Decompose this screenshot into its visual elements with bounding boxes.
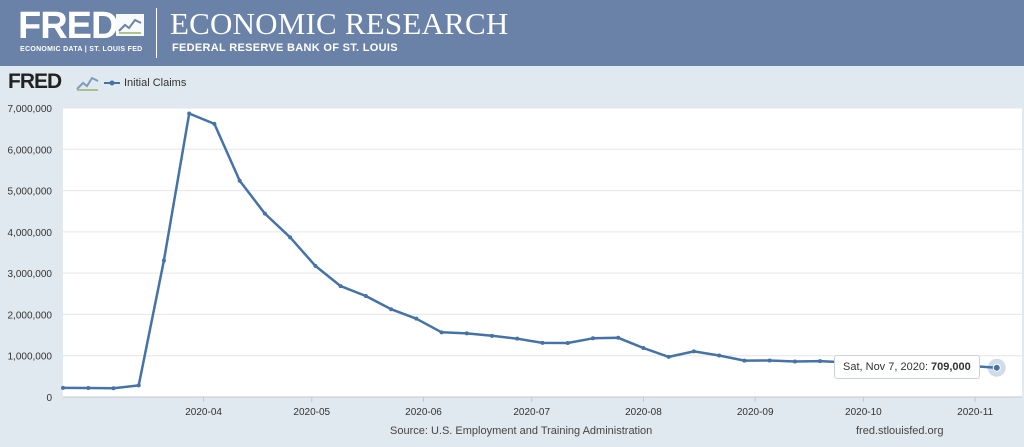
- data-point[interactable]: [161, 258, 166, 263]
- data-point[interactable]: [490, 333, 495, 338]
- data-point[interactable]: [389, 307, 394, 312]
- chart-fred-logo: FRED: [8, 70, 104, 94]
- data-point[interactable]: [767, 358, 772, 363]
- x-tick-label: 2020-07: [513, 407, 550, 418]
- trend-chart-icon: [116, 14, 144, 36]
- y-tick-label: 6,000,000: [8, 145, 53, 156]
- header-title[interactable]: ECONOMIC RESEARCH: [170, 6, 509, 41]
- legend-line-swatch: [104, 80, 120, 86]
- x-axis: 2020-04 2020-05 2020-06 2020-07 2020-08 2020-…: [63, 396, 1022, 418]
- highlight-point[interactable]: [992, 363, 1001, 372]
- data-point[interactable]: [691, 349, 696, 354]
- x-tick-label: 2020-05: [293, 407, 330, 418]
- data-point[interactable]: [792, 359, 797, 364]
- data-point[interactable]: [414, 316, 419, 321]
- y-tick-label: 7,000,000: [8, 104, 53, 115]
- data-point[interactable]: [262, 211, 267, 216]
- data-point[interactable]: [237, 178, 242, 183]
- data-point[interactable]: [515, 336, 520, 341]
- data-tooltip: Sat, Nov 7, 2020: 709,000: [834, 355, 980, 379]
- data-point[interactable]: [742, 358, 747, 363]
- source-text: Source: U.S. Employment and Training Adm…: [390, 425, 652, 437]
- fred-logo-text: FRED: [18, 5, 118, 47]
- data-point[interactable]: [590, 336, 595, 341]
- data-point[interactable]: [363, 294, 368, 299]
- x-tick-label: 2020-08: [625, 407, 662, 418]
- x-tick-label: 2020-09: [737, 407, 774, 418]
- chart-legend[interactable]: Initial Claims: [104, 76, 186, 90]
- data-point[interactable]: [616, 335, 621, 340]
- y-tick-label: 0: [46, 393, 52, 404]
- site-link[interactable]: fred.stlouisfed.org: [856, 425, 943, 437]
- legend-series-label: Initial Claims: [124, 77, 187, 89]
- data-point[interactable]: [464, 331, 469, 336]
- header-divider: [156, 8, 157, 58]
- plot-area: [63, 108, 1022, 397]
- tooltip-date: Sat, Nov 7, 2020:: [843, 361, 928, 373]
- data-point[interactable]: [540, 340, 545, 345]
- data-point[interactable]: [212, 121, 217, 126]
- data-point[interactable]: [818, 359, 823, 364]
- highlight-layer: [987, 358, 1006, 377]
- data-point[interactable]: [641, 346, 646, 351]
- y-tick-label: 4,000,000: [8, 228, 53, 239]
- data-point[interactable]: [313, 263, 318, 268]
- fred-logo-tagline: ECONOMIC DATA | ST. LOUIS FED: [20, 46, 143, 53]
- data-point[interactable]: [111, 386, 116, 391]
- x-tick-label: 2020-06: [405, 407, 442, 418]
- data-point[interactable]: [136, 383, 141, 388]
- tooltip-value: 709,000: [931, 361, 971, 373]
- data-point[interactable]: [187, 111, 192, 116]
- y-tick-label: 1,000,000: [8, 352, 53, 363]
- x-tick-label: 2020-04: [185, 407, 222, 418]
- fred-logo[interactable]: FRED ECONOMIC DATA | ST. LOUIS FED: [18, 6, 146, 56]
- header-subtitle: FEDERAL RESERVE BANK OF ST. LOUIS: [172, 42, 398, 54]
- data-point[interactable]: [61, 385, 65, 390]
- data-point[interactable]: [86, 386, 91, 391]
- x-tick-label: 2020-11: [957, 407, 993, 418]
- site-header: FRED ECONOMIC DATA | ST. LOUIS FED ECONO…: [0, 0, 1024, 66]
- x-tick-label: 2020-10: [845, 407, 882, 418]
- line-chart[interactable]: 0 1,000,000 2,000,000 3,000,000 4,000,000 5,0…: [0, 96, 1024, 447]
- data-point[interactable]: [565, 341, 570, 346]
- y-axis: 0 1,000,000 2,000,000 3,000,000 4,000,000 5,0…: [8, 104, 53, 404]
- trend-chart-icon: [76, 76, 99, 91]
- chart-fred-logo-text: FRED: [8, 70, 62, 93]
- data-point[interactable]: [439, 330, 444, 335]
- y-tick-label: 5,000,000: [8, 187, 53, 198]
- y-tick-label: 2,000,000: [8, 310, 53, 321]
- data-point[interactable]: [338, 284, 343, 289]
- data-point[interactable]: [666, 354, 671, 359]
- data-point[interactable]: [288, 235, 293, 240]
- y-tick-label: 3,000,000: [8, 269, 53, 280]
- data-point[interactable]: [717, 353, 722, 358]
